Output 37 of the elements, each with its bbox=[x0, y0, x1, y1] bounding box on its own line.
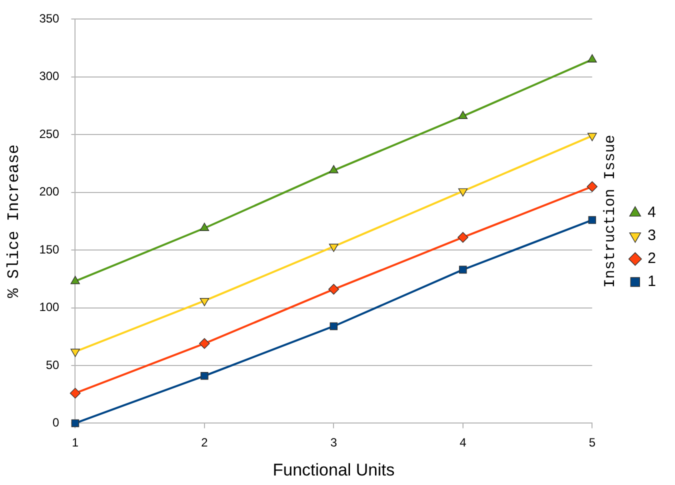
point bbox=[70, 348, 80, 357]
point bbox=[328, 284, 340, 295]
point bbox=[587, 54, 597, 62]
y-tick-label: 100 bbox=[39, 300, 60, 314]
point bbox=[458, 232, 468, 243]
point bbox=[70, 276, 80, 284]
legend-title: Instruction Issue bbox=[602, 134, 620, 288]
point bbox=[458, 110, 468, 120]
point bbox=[199, 338, 210, 349]
point bbox=[329, 244, 338, 252]
legend-label: 1 bbox=[648, 273, 656, 290]
y-tick-label: 150 bbox=[39, 242, 60, 256]
x-tick-label: 2 bbox=[201, 436, 208, 450]
y-axis-title: % Slice Increase bbox=[4, 144, 23, 298]
legend-label: 2 bbox=[648, 250, 656, 268]
point bbox=[329, 165, 338, 174]
point bbox=[586, 181, 598, 192]
point bbox=[459, 266, 467, 274]
y-tick-label: 50 bbox=[46, 358, 60, 372]
point bbox=[588, 216, 596, 224]
x-tick-label: 5 bbox=[588, 436, 596, 450]
x-tick-label: 3 bbox=[330, 436, 338, 450]
y-tick-label: 200 bbox=[39, 184, 60, 199]
point bbox=[200, 372, 208, 380]
point bbox=[70, 388, 81, 399]
y-tick-label: 0 bbox=[52, 416, 60, 430]
y-tick-label: 300 bbox=[39, 69, 60, 84]
x-axis-title: Functional Units bbox=[272, 460, 395, 480]
x-tick-label: 1 bbox=[72, 436, 79, 450]
x-tick-label: 4 bbox=[460, 436, 467, 450]
y-tick-label: 350 bbox=[39, 12, 60, 26]
point bbox=[330, 322, 338, 330]
y-tick-label: 250 bbox=[39, 126, 60, 141]
point bbox=[200, 298, 210, 306]
legend-label: 3 bbox=[648, 227, 656, 244]
legend-label: 4 bbox=[648, 204, 656, 222]
point bbox=[200, 222, 210, 231]
